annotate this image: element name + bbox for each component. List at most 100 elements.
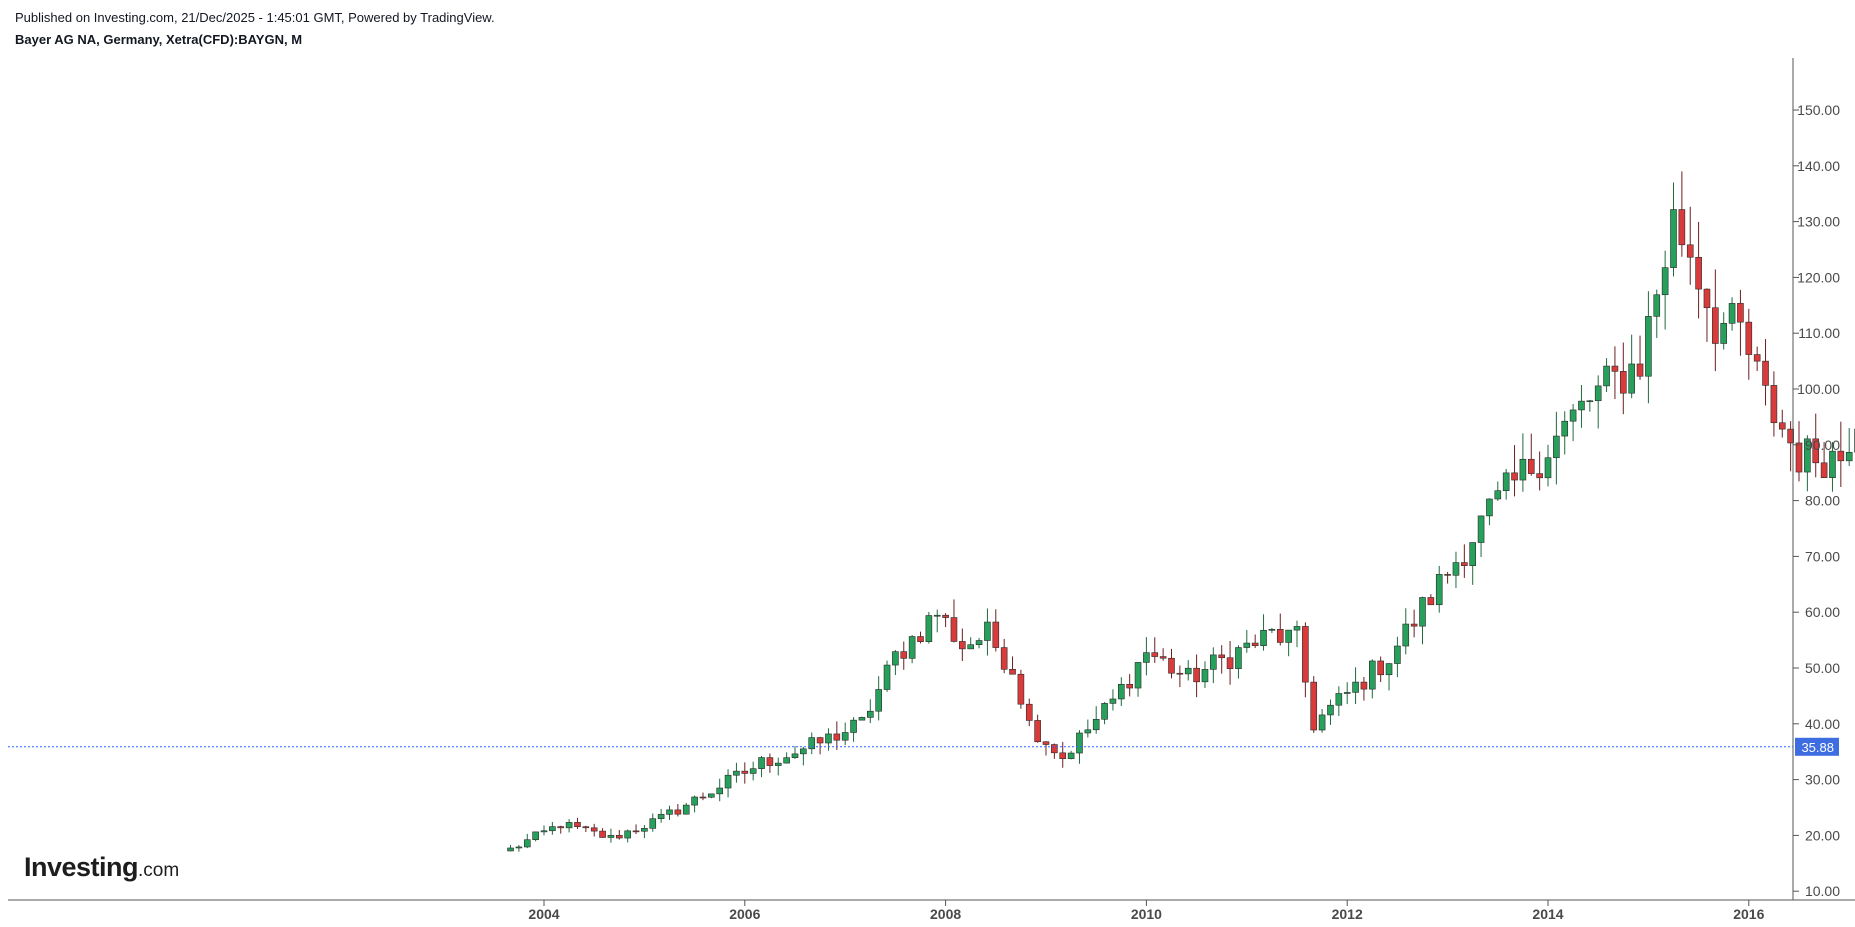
y-tick-label: 150.00 — [1797, 102, 1840, 118]
candle-body — [1804, 438, 1811, 473]
candle-body — [883, 664, 891, 690]
candle-body — [1628, 363, 1635, 394]
candle-body — [624, 830, 631, 839]
candle-body — [1369, 660, 1376, 690]
candle-body — [1611, 365, 1619, 372]
candle-body — [1795, 442, 1803, 473]
candle-body — [967, 644, 975, 650]
candle-body — [708, 793, 715, 798]
candle-body — [682, 804, 690, 815]
candle-body — [1377, 660, 1384, 676]
candle-body — [783, 757, 790, 764]
candle-body — [749, 768, 757, 774]
candle-body — [1477, 515, 1485, 543]
candle-body — [599, 830, 606, 838]
candle-body — [1695, 256, 1702, 290]
overlay-layer: 35.88SSP — [8, 737, 1839, 756]
candle-body — [557, 826, 565, 829]
candle-body — [1276, 629, 1284, 643]
candle-body — [590, 827, 598, 832]
candle-body — [1837, 450, 1845, 462]
candle-body — [908, 636, 916, 659]
symbol-title: Bayer AG NA, Germany, Xetra(CFD):BAYGN, … — [15, 32, 303, 47]
candle-body — [1076, 732, 1083, 754]
candle-body — [1118, 683, 1125, 700]
candle-body — [1126, 683, 1133, 689]
candle-body — [1017, 673, 1025, 705]
candle-body — [1109, 698, 1117, 704]
candle-body — [1753, 354, 1761, 362]
x-tick-label: 2006 — [729, 906, 760, 922]
y-tick-label: 100.00 — [1797, 381, 1840, 397]
candle-body — [1042, 741, 1050, 745]
candle-body — [1452, 562, 1460, 576]
candle-body — [1653, 294, 1661, 317]
y-tick-label: 80.00 — [1805, 493, 1840, 509]
candle-body — [724, 774, 732, 789]
candle-body — [1410, 623, 1418, 627]
candle-body — [1469, 542, 1476, 566]
y-tick-label: 70.00 — [1805, 548, 1840, 564]
candle-body — [992, 621, 1000, 648]
candle-body — [1385, 663, 1393, 676]
candle-body — [1536, 473, 1543, 479]
candle-body — [1737, 303, 1744, 323]
candle-body — [632, 830, 640, 833]
candle-body — [1829, 450, 1836, 479]
candle-body — [1143, 652, 1150, 663]
candle-body — [1494, 490, 1502, 500]
candle-body — [649, 818, 657, 829]
candle-body — [1578, 400, 1585, 411]
candle-body — [833, 733, 841, 741]
candle-body — [1444, 574, 1451, 576]
candle-body — [574, 822, 581, 827]
x-tick-label: 2004 — [528, 906, 559, 922]
candle-body — [1678, 209, 1686, 246]
candle-body — [1820, 462, 1828, 479]
candle-body — [900, 651, 908, 659]
candle-body — [791, 753, 799, 758]
candle-body — [1427, 597, 1435, 606]
investing-logo[interactable]: Investing.com — [24, 852, 179, 883]
candle-body — [1318, 714, 1326, 731]
candle-body — [741, 770, 749, 774]
candle-body — [1310, 681, 1318, 731]
candle-body — [866, 710, 874, 718]
candle-body — [523, 839, 531, 848]
candle-body — [1201, 669, 1209, 683]
y-tick-label: 120.00 — [1797, 269, 1840, 285]
candle-body — [984, 621, 991, 641]
candle-body — [1235, 647, 1242, 669]
candle-body — [1285, 629, 1292, 643]
candle-body — [507, 847, 514, 852]
candle-body — [825, 733, 832, 744]
candle-body — [950, 617, 958, 642]
candle-body — [716, 787, 724, 795]
candle-body — [1703, 288, 1711, 309]
candle-body — [1184, 667, 1192, 675]
candle-body — [1293, 626, 1301, 631]
candle-body — [875, 689, 882, 712]
candle-body — [1670, 209, 1677, 268]
y-tick-label: 20.00 — [1805, 827, 1840, 843]
candle-body — [858, 717, 866, 721]
x-tick-label: 2014 — [1532, 906, 1563, 922]
candle-body — [733, 770, 740, 776]
candle-body — [808, 737, 816, 750]
y-tick-label: 90.00 — [1805, 437, 1840, 453]
candle-body — [1092, 718, 1100, 731]
candle-body — [1067, 752, 1075, 759]
candle-body — [1812, 438, 1820, 464]
y-tick-label: 10.00 — [1805, 883, 1840, 899]
candle-body — [1620, 371, 1627, 394]
candle-body — [1762, 360, 1769, 386]
candle-body — [674, 809, 682, 815]
candle-body — [1327, 704, 1334, 716]
candle-body — [766, 757, 774, 766]
candle-body — [1527, 458, 1535, 474]
candle-body — [1712, 307, 1719, 344]
candle-body — [691, 796, 698, 806]
candle-body — [816, 737, 824, 744]
candle-body — [1553, 435, 1560, 459]
